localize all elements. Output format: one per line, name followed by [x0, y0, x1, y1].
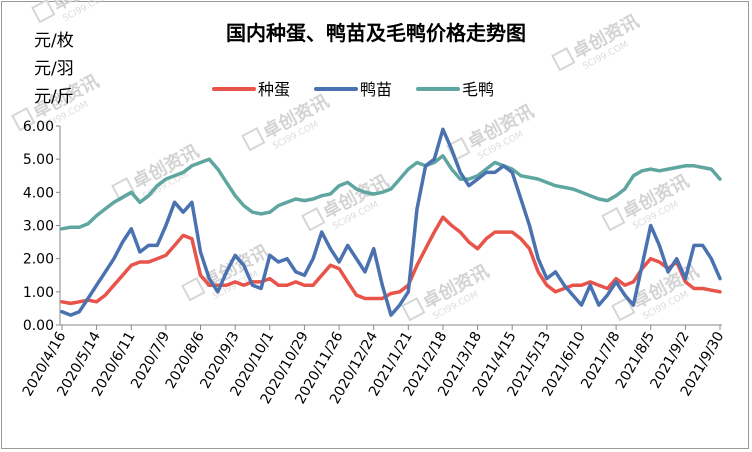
legend-label: 毛鸭 — [462, 80, 494, 99]
y-axis: 0.00 1.00 2.00 3.00 4.00 5.00 6.00 — [23, 119, 61, 334]
y-tick-label: 6.00 — [23, 119, 54, 135]
plot-area — [60, 127, 722, 317]
legend-label: 鸭苗 — [360, 80, 392, 99]
series-line-2 — [60, 154, 722, 231]
y-tick-label: 5.00 — [23, 152, 54, 168]
y-tick-label: 1.00 — [23, 285, 54, 301]
x-axis: 2020/4/162020/5/142020/6/112020/7/92020/… — [20, 324, 727, 407]
legend: 种蛋 鸭苗 毛鸭 — [212, 80, 494, 99]
unit-label-per-jin: 元/斤 — [34, 87, 74, 107]
series-line-0 — [60, 215, 722, 306]
unit-label-per-bird: 元/羽 — [34, 59, 74, 79]
chart-title: 国内种蛋、鸭苗及毛鸭价格走势图 — [226, 21, 526, 45]
y-tick-label: 4.00 — [23, 185, 54, 201]
unit-label-per-piece: 元/枚 — [34, 31, 74, 51]
legend-label: 种蛋 — [258, 80, 290, 99]
y-tick-label: 0.00 — [23, 318, 54, 334]
y-tick-label: 3.00 — [23, 219, 54, 235]
y-tick-label: 2.00 — [23, 252, 54, 268]
series-line-1 — [60, 127, 722, 317]
